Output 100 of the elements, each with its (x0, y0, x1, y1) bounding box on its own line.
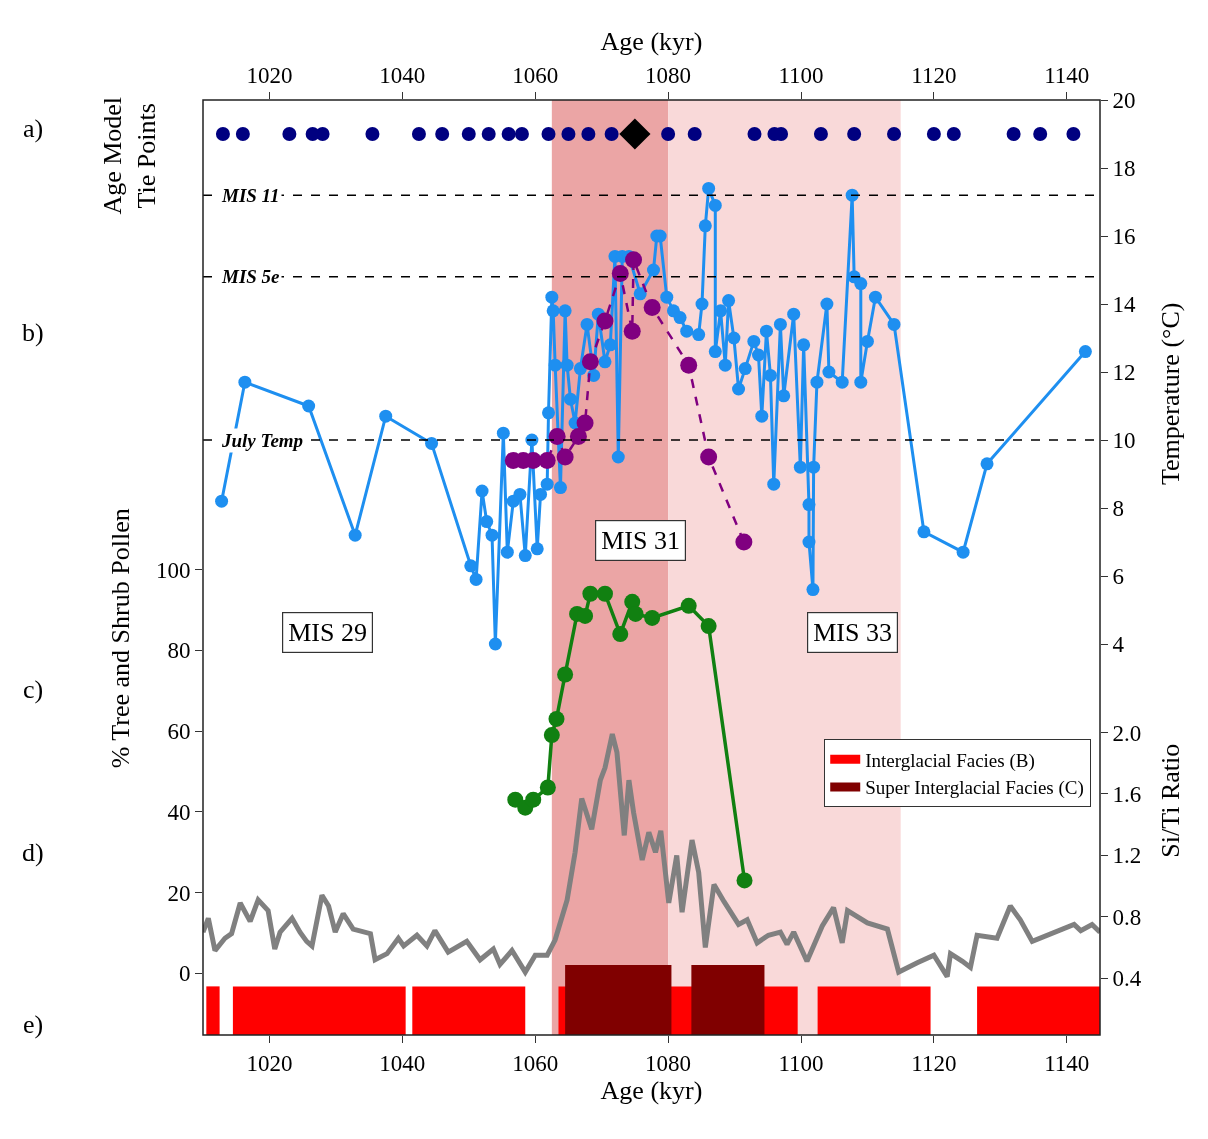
point (661, 127, 676, 141)
y-tick-label: 0 (178, 961, 191, 987)
point (643, 298, 661, 316)
point (514, 127, 529, 141)
y2-tick-label: 14 (1112, 292, 1137, 318)
point (235, 127, 250, 141)
y-tick-label: 20 (167, 880, 191, 906)
point (612, 626, 629, 643)
y-axis-title: % Tree and Shrub Pollen (105, 508, 135, 769)
x-tick-label: 1060 (512, 62, 559, 88)
x2-tick-label: 1100 (778, 1050, 824, 1076)
text: b) (22, 318, 44, 347)
point (548, 710, 565, 727)
point (561, 127, 576, 141)
point (644, 609, 661, 626)
y3-tick-label: 1.2 (1112, 843, 1142, 869)
x2-tick-label: 1140 (1044, 1050, 1090, 1076)
point (625, 251, 643, 269)
point (365, 127, 380, 141)
legend-label: Super Interglacial Facies (C) (865, 777, 1084, 800)
y2-tick-label: 4 (1112, 632, 1125, 658)
text: Age Model Tie Points (98, 96, 162, 215)
x2-tick-label: 1060 (512, 1050, 559, 1076)
ref-line-label: MIS 11 (221, 185, 280, 206)
point (435, 127, 450, 141)
text: c) (23, 675, 44, 704)
point (623, 322, 641, 340)
point (577, 607, 594, 624)
y2-tick-label: 16 (1112, 224, 1136, 250)
y2-tick-label: 18 (1112, 156, 1136, 182)
y2-tick-label: 6 (1112, 564, 1125, 590)
x2-tick-label: 1020 (246, 1050, 293, 1076)
y3-tick-label: 2.0 (1112, 720, 1142, 746)
point (541, 127, 556, 141)
x-tick-label: 1080 (645, 62, 692, 88)
point (680, 356, 698, 374)
point (581, 127, 596, 141)
point (581, 353, 599, 371)
point (946, 127, 961, 141)
point (747, 127, 762, 141)
x2-tick-label: 1040 (379, 1050, 426, 1076)
y3-axis-title: Si/Ti Ratio (1156, 743, 1186, 858)
point (611, 264, 629, 282)
x-tick-label: 1100 (778, 62, 824, 88)
y-tick-label: 40 (167, 799, 191, 825)
point (926, 127, 941, 141)
point (619, 118, 651, 150)
point (556, 448, 574, 466)
point (576, 414, 594, 432)
ref-line-label: July Temp (221, 430, 304, 451)
point (847, 127, 862, 141)
point (461, 127, 476, 141)
point (525, 791, 542, 808)
point (282, 127, 297, 141)
y3-tick-label: 0.4 (1112, 966, 1142, 992)
point (315, 127, 330, 141)
point (548, 428, 566, 446)
point (538, 451, 556, 469)
y3-tick-label: 0.8 (1112, 904, 1142, 930)
x-tick-label: 1020 (246, 62, 293, 88)
x-tick-label: 1040 (379, 62, 426, 88)
point (1033, 127, 1048, 141)
y2-tick-label: 20 (1112, 88, 1136, 114)
y-tick-label: 100 (155, 557, 191, 583)
point (481, 127, 496, 141)
y-tick-label: 80 (167, 638, 191, 664)
y3-tick-label: 1.6 (1112, 782, 1142, 808)
point (557, 666, 574, 683)
y2-tick-label: 12 (1112, 360, 1136, 386)
point (501, 127, 516, 141)
point (569, 428, 587, 446)
text: d) (22, 838, 44, 867)
annotation: MIS 33 (813, 618, 892, 648)
y-tick-label: 60 (167, 719, 191, 745)
y2-tick-label: 8 (1112, 496, 1125, 522)
point (596, 312, 614, 330)
point (411, 127, 426, 141)
x2-tick-label: 1120 (911, 1050, 957, 1076)
point (736, 872, 753, 889)
point (735, 533, 753, 551)
annotation: MIS 29 (288, 618, 367, 648)
text: a) (23, 114, 44, 143)
point (700, 618, 717, 635)
annotation: MIS 31 (601, 526, 680, 556)
x2-tick-label: 1080 (645, 1050, 692, 1076)
point (680, 597, 697, 614)
point (1006, 127, 1021, 141)
point (582, 585, 599, 602)
point (604, 127, 619, 141)
point (627, 605, 644, 622)
ref-line-label: MIS 5e (221, 266, 281, 287)
y2-tick-label: 10 (1112, 428, 1136, 454)
legend-label: Interglacial Facies (B) (865, 749, 1035, 772)
point (887, 127, 902, 141)
y2-axis-title: Temperature (°C) (1155, 302, 1185, 486)
point (700, 448, 718, 466)
point (543, 727, 560, 744)
point (813, 127, 828, 141)
point (215, 127, 230, 141)
point (539, 779, 556, 796)
